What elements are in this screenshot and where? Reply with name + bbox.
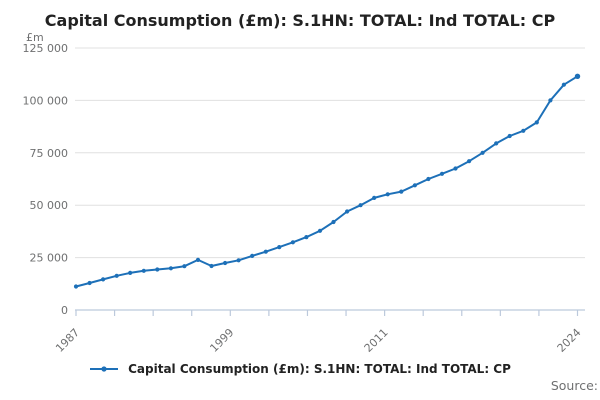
gridlines-group <box>75 47 585 259</box>
y-tick-label: 100 000 <box>23 94 69 107</box>
data-point-1994[interactable] <box>168 266 173 271</box>
data-point-1998[interactable] <box>223 260 228 266</box>
x-axis-group <box>75 309 585 316</box>
data-point-2020[interactable] <box>521 128 526 133</box>
data-point-2013[interactable] <box>426 176 431 182</box>
data-point-2004[interactable] <box>304 235 309 240</box>
chart-legend: Capital Consumption (£m): S.1HN: TOTAL: … <box>0 362 600 376</box>
data-point-1990[interactable] <box>114 273 119 278</box>
y-tick-label: 50 000 <box>30 199 69 212</box>
data-point-2003[interactable] <box>290 240 295 245</box>
y-tick-label: 75 000 <box>30 147 69 160</box>
data-point-2017[interactable] <box>480 150 485 155</box>
y-tick-label: 125 000 <box>23 42 69 55</box>
data-point-1988[interactable] <box>87 280 92 286</box>
data-point-1997[interactable] <box>209 263 214 269</box>
data-point-2012[interactable] <box>412 183 417 188</box>
data-point-2021[interactable] <box>534 120 539 125</box>
data-point-2024[interactable] <box>574 73 581 80</box>
source-label: Source: <box>550 378 598 393</box>
data-point-2014[interactable] <box>439 171 445 176</box>
data-point-2018[interactable] <box>494 141 499 146</box>
x-tick-labels-group: 1987 1999 2011 2024 <box>53 326 583 355</box>
data-point-2015[interactable] <box>453 166 458 171</box>
x-tick-label: 2024 <box>555 326 584 355</box>
x-tick-label: 1987 <box>53 326 82 355</box>
data-point-2022[interactable] <box>548 98 553 103</box>
data-point-2002[interactable] <box>277 245 282 250</box>
data-point-2008[interactable] <box>358 203 363 208</box>
data-point-2007[interactable] <box>345 209 350 214</box>
y-tick-labels-group: 0 25 000 50 000 75 000 100 000 125 000 <box>23 42 69 317</box>
data-point-2009[interactable] <box>372 195 377 200</box>
legend-series-label: Capital Consumption (£m): S.1HN: TOTAL: … <box>128 362 511 376</box>
y-axis-unit-label: £m <box>26 31 44 44</box>
data-point-2006[interactable] <box>331 219 336 225</box>
data-line <box>75 75 579 288</box>
data-point-1999[interactable] <box>236 258 241 263</box>
data-point-1993[interactable] <box>155 267 160 272</box>
data-point-2016[interactable] <box>467 159 472 164</box>
chart-title: Capital Consumption (£m): S.1HN: TOTAL: … <box>44 11 556 30</box>
data-point-2001[interactable] <box>263 249 268 254</box>
data-point-1987[interactable] <box>73 284 79 289</box>
data-point-2011[interactable] <box>399 189 404 194</box>
data-point-2023[interactable] <box>561 82 567 87</box>
data-point-2000[interactable] <box>250 253 255 258</box>
data-point-2005[interactable] <box>317 228 323 233</box>
data-series-group <box>73 73 581 289</box>
y-tick-label: 25 000 <box>30 252 69 265</box>
x-tick-label: 2011 <box>362 326 391 355</box>
data-point-2019[interactable] <box>507 133 512 139</box>
x-tick-label: 1999 <box>207 326 236 355</box>
data-point-1992[interactable] <box>141 268 146 273</box>
legend-line-marker-icon <box>90 366 119 372</box>
data-point-1995[interactable] <box>182 264 187 269</box>
data-point-1991[interactable] <box>128 270 133 275</box>
y-tick-label: 0 <box>61 304 68 317</box>
data-point-1989[interactable] <box>101 277 106 282</box>
data-point-2010[interactable] <box>385 192 390 197</box>
data-point-1996[interactable] <box>195 257 201 262</box>
